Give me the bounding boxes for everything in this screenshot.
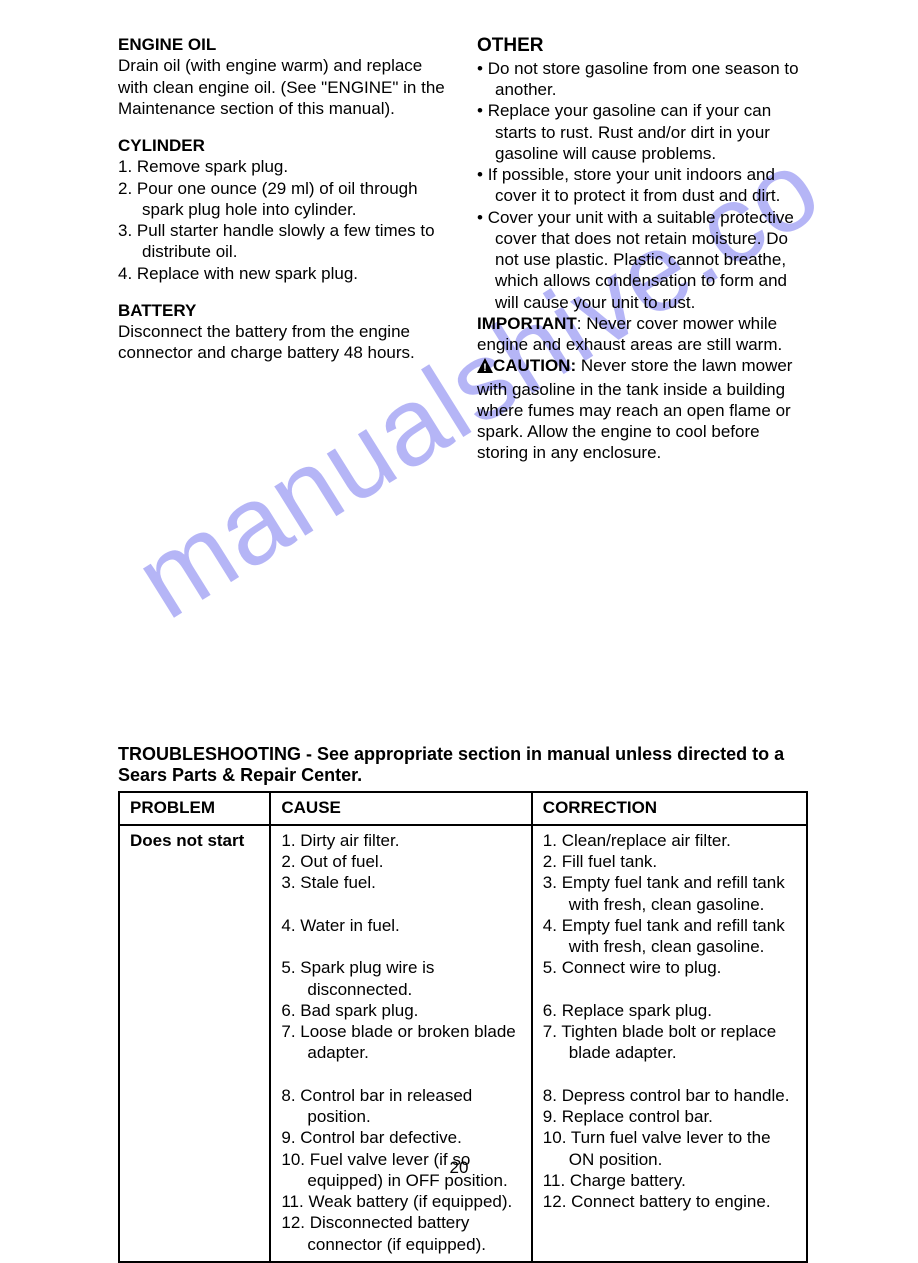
correction-list: 1. Clean/replace air filter.2. Fill fuel… [543,830,798,1213]
list-item: 6. Replace spark plug. [543,1000,798,1021]
spacer-row [281,1064,522,1085]
right-column: OTHER Do not store gasoline from one sea… [477,34,808,464]
list-item: 5. Spark plug wire is disconnected. [281,957,522,1000]
list-item: 10. Turn fuel valve lever to the ON posi… [543,1127,798,1170]
list-item: 2. Out of fuel. [281,851,522,872]
cylinder-heading: CYLINDER [118,135,449,156]
warning-triangle-icon: ! [477,357,493,378]
spacer-row [543,979,798,1000]
engine-oil-heading: ENGINE OIL [118,34,449,55]
other-heading: OTHER [477,34,808,58]
important-line: IMPORTANT: Never cover mower while engin… [477,313,808,356]
battery-heading: BATTERY [118,300,449,321]
list-item: 12. Disconnected battery connector (if e… [281,1212,522,1255]
troubleshoot-table: PROBLEM CAUSE CORRECTION Does not start … [118,791,808,1263]
cylinder-item: 3. Pull starter handle slowly a few time… [118,220,449,263]
spacer-row [543,1064,798,1085]
list-item: 8. Control bar in released position. [281,1085,522,1128]
engine-oil-body: Drain oil (with engine warm) and replace… [118,55,449,119]
cylinder-section: CYLINDER 1. Remove spark plug. 2. Pour o… [118,135,449,284]
spacer-row [281,936,522,957]
col-header-problem: PROBLEM [119,792,270,825]
cylinder-list: 1. Remove spark plug. 2. Pour one ounce … [118,156,449,284]
list-item: 8. Depress control bar to handle. [543,1085,798,1106]
svg-text:!: ! [483,362,487,373]
list-item: 12. Connect battery to engine. [543,1191,798,1212]
list-item: 4. Empty fuel tank and refill tank with … [543,915,798,958]
other-bullets: Do not store gasoline from one season to… [477,58,808,313]
list-item: 3. Stale fuel. [281,872,522,893]
cylinder-item: 2. Pour one ounce (29 ml) of oil through… [118,178,449,221]
list-item: 1. Dirty air filter. [281,830,522,851]
other-bullet: If possible, store your unit indoors and… [477,164,808,207]
list-item: 9. Control bar defective. [281,1127,522,1148]
correction-cell: 1. Clean/replace air filter.2. Fill fuel… [532,825,807,1262]
list-item: 4. Water in fuel. [281,915,522,936]
list-item: 7. Loose blade or broken blade adapter. [281,1021,522,1064]
list-item: 9. Replace control bar. [543,1106,798,1127]
cylinder-item: 4. Replace with new spark plug. [118,263,449,284]
table-header-row: PROBLEM CAUSE CORRECTION [119,792,807,825]
spacer-row [281,894,522,915]
problem-cell: Does not start [119,825,270,1262]
caution-line: !CAUTION: Never store the lawn mower wit… [477,355,808,463]
list-item: 7. Tighten blade bolt or replace blade a… [543,1021,798,1064]
list-item: 11. Weak battery (if equipped). [281,1191,522,1212]
list-item: 3. Empty fuel tank and refill tank with … [543,872,798,915]
caution-label: CAUTION: [493,356,576,375]
battery-section: BATTERY Disconnect the battery from the … [118,300,449,364]
cause-list: 1. Dirty air filter.2. Out of fuel.3. St… [281,830,522,1255]
other-bullet: Replace your gasoline can if your can st… [477,100,808,164]
list-item: 2. Fill fuel tank. [543,851,798,872]
other-bullet: Do not store gasoline from one season to… [477,58,808,101]
battery-body: Disconnect the battery from the engine c… [118,321,449,364]
other-bullet: Cover your unit with a suitable protecti… [477,207,808,313]
list-item: 5. Connect wire to plug. [543,957,798,978]
problem-text: Does not start [130,831,244,850]
col-header-cause: CAUSE [270,792,531,825]
important-label: IMPORTANT [477,314,577,333]
cause-cell: 1. Dirty air filter.2. Out of fuel.3. St… [270,825,531,1262]
list-item: 6. Bad spark plug. [281,1000,522,1021]
list-item: 1. Clean/replace air filter. [543,830,798,851]
col-header-correction: CORRECTION [532,792,807,825]
other-section: OTHER Do not store gasoline from one sea… [477,34,808,464]
list-item: 10. Fuel valve lever (if so equipped) in… [281,1149,522,1192]
left-column: ENGINE OIL Drain oil (with engine warm) … [118,34,449,464]
two-column-layout: ENGINE OIL Drain oil (with engine warm) … [118,34,808,464]
list-item: 11. Charge battery. [543,1170,798,1191]
engine-oil-section: ENGINE OIL Drain oil (with engine warm) … [118,34,449,119]
table-row: Does not start 1. Dirty air filter.2. Ou… [119,825,807,1262]
troubleshoot-title: TROUBLESHOOTING - See appropriate sectio… [118,744,808,787]
cylinder-item: 1. Remove spark plug. [118,156,449,177]
